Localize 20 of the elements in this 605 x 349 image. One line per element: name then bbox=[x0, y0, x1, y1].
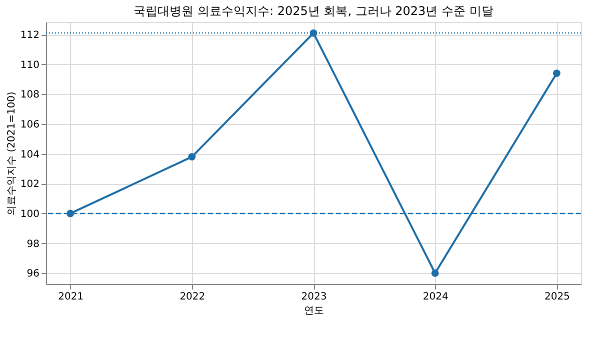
y-tick-label: 110 bbox=[20, 60, 40, 71]
y-tick-label: 104 bbox=[20, 149, 40, 160]
y-axis-title: 의료수익지수 (2021=100) bbox=[6, 91, 18, 216]
y-tick-label: 96 bbox=[26, 268, 40, 280]
y-tick-label: 102 bbox=[20, 179, 40, 190]
x-axis-title: 연도 bbox=[304, 306, 324, 316]
x-tick-label: 2023 bbox=[301, 292, 327, 302]
y-tick-label: 112 bbox=[20, 30, 40, 42]
x-tick-label: 2024 bbox=[422, 292, 448, 302]
y-tick-label: 100 bbox=[20, 208, 40, 220]
x-tick-label: 2025 bbox=[544, 292, 570, 302]
y-tick-label: 98 bbox=[26, 238, 40, 250]
y-tick-label: 108 bbox=[20, 90, 40, 101]
chart-title: 국립대병원 의료수익지수: 2025년 회복, 그러나 2023년 수준 미달 bbox=[134, 4, 494, 18]
point bbox=[552, 70, 560, 77]
point bbox=[188, 153, 196, 161]
x-tick-label: 2021 bbox=[58, 292, 84, 302]
x-tick-label: 2022 bbox=[180, 292, 206, 302]
y-tick-label: 106 bbox=[20, 119, 40, 130]
point bbox=[431, 269, 439, 277]
